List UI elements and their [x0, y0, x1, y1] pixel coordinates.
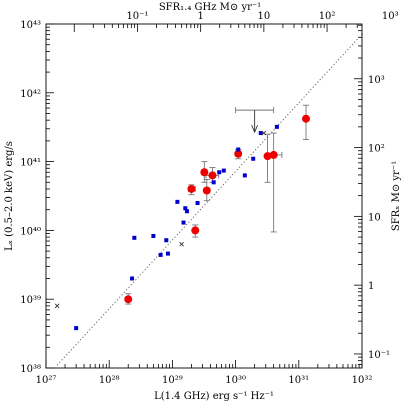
y-tick-label: 10⁴⁰ [20, 226, 41, 237]
data-point-circle [263, 152, 272, 161]
data-point-square [251, 156, 256, 161]
x-tick-label: 10³⁰ [225, 375, 246, 386]
x-tick-label: 10²⁸ [99, 375, 120, 386]
reference-line [56, 33, 363, 366]
top-tick-label: 10² [319, 11, 336, 22]
error-bars [125, 104, 310, 305]
data-point-square [184, 209, 189, 214]
axis-ticks [45, 23, 363, 369]
data-point-circle [191, 226, 200, 235]
data-point-square [242, 173, 247, 178]
data-point-circle [208, 171, 217, 180]
data-point-square [274, 124, 279, 129]
data-markers [54, 110, 311, 331]
data-point-square [74, 326, 79, 331]
right-axis-label: SFRₓ M⊙ yr⁻¹ [391, 161, 402, 231]
data-point-cross [179, 241, 184, 247]
y-tick-label: 10⁴¹ [20, 158, 41, 169]
data-point-square [221, 168, 226, 173]
data-point-square [164, 238, 169, 243]
top-tick-label: 1 [197, 11, 203, 22]
y-axis-label: Lₓ (0.5–2.0 keV) erg/s [4, 141, 15, 251]
top-tick-label: 10³ [382, 11, 399, 22]
y-tick-label: 10⁴³ [20, 20, 41, 31]
data-point-square [217, 170, 222, 175]
y-tick-label: 10³⁹ [20, 295, 41, 306]
x-tick-label: 10³¹ [288, 375, 309, 386]
x-tick-label: 10²⁷ [36, 375, 57, 386]
data-point-square [132, 235, 137, 240]
data-point-square [158, 252, 163, 257]
upper-limit-arrow-head [251, 124, 259, 134]
data-point-circle [202, 186, 211, 195]
right-tick-label: 10 [368, 212, 381, 223]
data-point-circle [234, 149, 243, 158]
plot-frame [45, 23, 363, 369]
top-tick-label: 10⁻¹ [126, 11, 148, 22]
right-tick-label: 10³ [368, 75, 385, 86]
data-point-square [130, 276, 135, 281]
right-tick-label: 10² [368, 144, 385, 155]
data-point-square [151, 233, 156, 238]
data-point-square [183, 206, 188, 211]
data-point-circle [124, 295, 133, 304]
data-point-cross [261, 130, 267, 136]
x-tick-label: 10²⁹ [162, 375, 183, 386]
right-tick-label: 1 [368, 281, 374, 292]
data-point-cross [54, 303, 60, 309]
data-point-circle [200, 168, 209, 177]
data-point-square [195, 201, 200, 206]
data-point-square [236, 147, 241, 152]
y-tick-label: 10⁴² [20, 89, 41, 100]
data-point-square [211, 180, 216, 185]
y-tick-label: 10³⁸ [20, 364, 41, 375]
top-tick-label: 10 [257, 11, 270, 22]
data-point-circle [269, 150, 278, 159]
data-point-square [175, 199, 180, 204]
data-point-circle [187, 184, 196, 193]
data-point-square [181, 220, 186, 225]
x-axis-label: L(1.4 GHz) erg s⁻¹ Hz⁻¹ [154, 391, 274, 402]
x-tick-label: 10³² [352, 375, 373, 386]
data-point-circle [302, 114, 311, 123]
data-point-square [258, 131, 263, 136]
top-axis-label: SFR₁.₄ GHz M⊙ yr⁻¹ [159, 2, 261, 13]
tick-labels: 10²⁷ 10²⁸ 10²⁹ 10³⁰ 10³¹ 10³² 10³⁸ 10³⁹ 10⁴⁰ 10⁴¹… [20, 11, 398, 386]
right-tick-label: 10⁻¹ [368, 350, 390, 361]
data-point-square [165, 251, 170, 256]
